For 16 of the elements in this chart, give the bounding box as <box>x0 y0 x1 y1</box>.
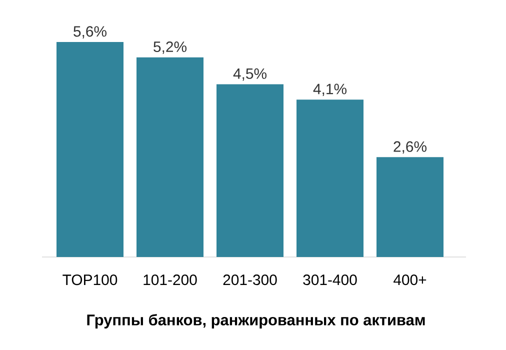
x-axis-title: Группы банков, ранжированных по активам <box>87 314 425 328</box>
x-tick-label: 301-400 <box>303 274 357 286</box>
data-label: 4,1% <box>313 84 346 96</box>
x-tick-label: 400+ <box>394 274 426 286</box>
x-tick-label: 101-200 <box>144 274 197 286</box>
data-label: 5,6% <box>74 26 106 38</box>
bar <box>376 157 444 257</box>
data-label: 2,6% <box>394 141 426 154</box>
bar <box>216 84 284 257</box>
data-label: 5,2% <box>154 41 186 54</box>
x-tick-label: 201-300 <box>223 274 277 286</box>
bar <box>136 57 204 257</box>
bar <box>56 42 124 257</box>
x-tick-label: TOP100 <box>62 274 118 286</box>
data-label: 4,5% <box>233 68 266 81</box>
bar <box>296 100 364 257</box>
